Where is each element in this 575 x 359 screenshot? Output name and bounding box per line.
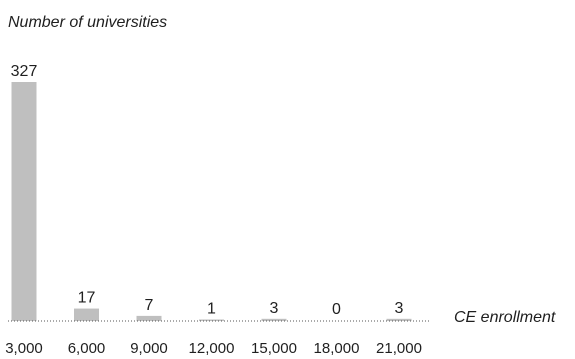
x-axis-title: CE enrollment [454,309,556,326]
bar-1 [74,308,99,321]
x-tick-label-2: 9,000 [130,340,168,357]
x-tick-label-3: 12,000 [189,340,235,357]
bar-6 [386,318,412,321]
bar-value-label-2: 7 [145,297,154,314]
bar-0 [11,82,37,321]
x-tick-label-6: 21,000 [376,340,422,357]
bar-4 [261,318,287,321]
bar-value-label-5: 0 [332,301,341,318]
x-axis-ticks: 3,000 6,000 9,000 12,000 15,000 18,000 21,000 [5,340,422,357]
x-tick-label-0: 3,000 [5,340,43,357]
x-tick-label-4: 15,000 [251,340,297,357]
bar-value-label-4: 3 [270,300,279,317]
bar-value-label-1: 17 [78,290,96,307]
x-tick-label-5: 18,000 [314,340,360,357]
bar-2 [136,315,162,321]
bar-3 [199,319,224,321]
x-tick-label-1: 6,000 [68,340,106,357]
bar-value-label-3: 1 [207,301,216,318]
y-axis-title: Number of universities [8,14,167,31]
bar-value-label-0: 327 [11,63,38,80]
bar-series: 327 17 7 1 3 0 3 [11,63,412,321]
bar-value-label-6: 3 [395,300,404,317]
